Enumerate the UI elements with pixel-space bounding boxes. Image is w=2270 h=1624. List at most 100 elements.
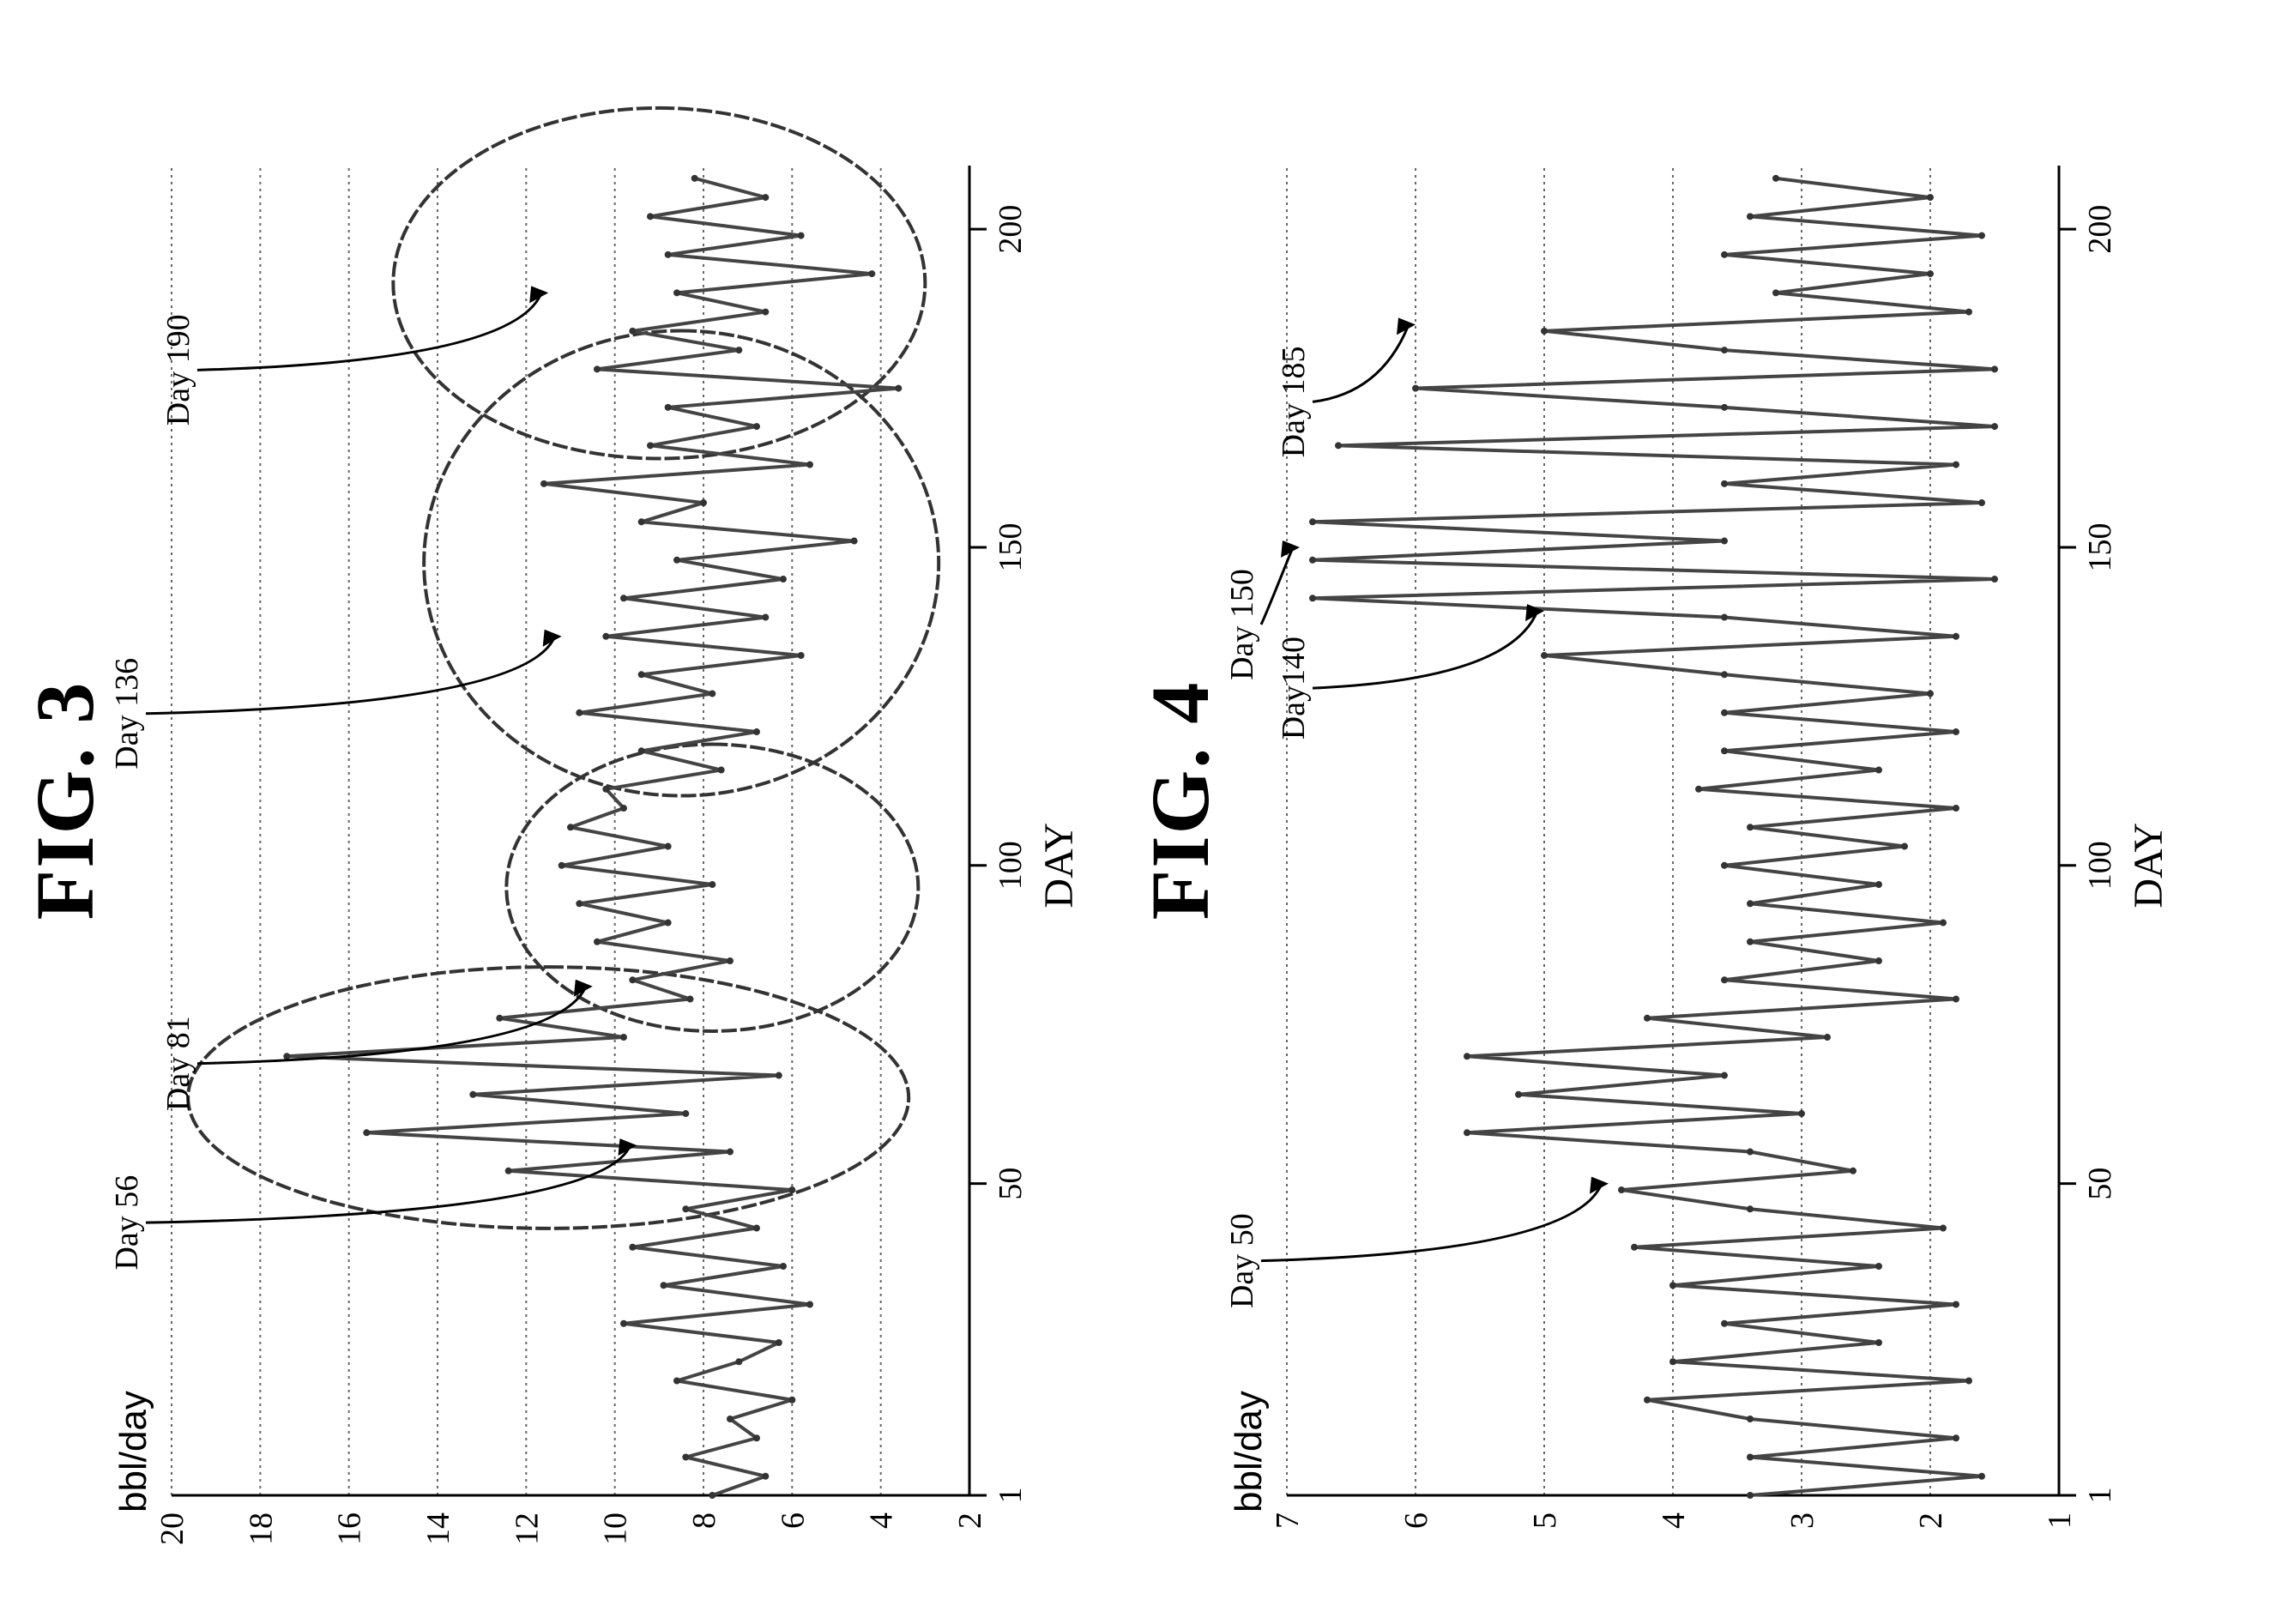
fig3-data-point bbox=[576, 709, 583, 716]
fig4-data-point bbox=[1644, 1014, 1651, 1022]
fig3-highlight-cloud bbox=[186, 965, 911, 1230]
fig4-data-point bbox=[1464, 1053, 1470, 1060]
fig4-data-point bbox=[1747, 938, 1754, 945]
fig3-data-point bbox=[780, 1263, 787, 1271]
fig3-y-tick-label: 14 bbox=[420, 1512, 456, 1545]
fig4-data-point bbox=[1618, 1186, 1625, 1194]
fig4-data-point bbox=[1850, 1167, 1856, 1174]
fig4-data-point bbox=[1721, 251, 1728, 258]
fig3-data-point bbox=[664, 842, 672, 850]
fig4-data-point bbox=[1927, 690, 1934, 697]
fig4-data-point bbox=[1927, 270, 1934, 278]
fig3-data-point bbox=[673, 289, 680, 297]
fig3-data-point bbox=[567, 824, 574, 831]
fig4-data-point bbox=[1991, 576, 1998, 583]
fig3-data-point bbox=[709, 1492, 716, 1499]
fig4-y-tick-label: 6 bbox=[1398, 1512, 1434, 1529]
fig4-arrow-head bbox=[1525, 604, 1544, 622]
fig3-highlight-cloud bbox=[422, 329, 941, 798]
fig3-data-point bbox=[735, 347, 743, 354]
fig3-data-point bbox=[762, 613, 770, 621]
fig3-data-point bbox=[753, 1434, 760, 1442]
fig4-data-point bbox=[1965, 1377, 1972, 1385]
fig3-highlight-cloud bbox=[391, 106, 927, 461]
fig4-data-point bbox=[1953, 805, 1959, 812]
fig3-data-point bbox=[780, 576, 787, 583]
fig4-x-tick-label: 100 bbox=[2082, 841, 2118, 890]
fig3-x-axis-title: DAY bbox=[1036, 823, 1082, 909]
fig4-data-point bbox=[1965, 308, 1972, 316]
fig3-y-tick-label: 2 bbox=[952, 1512, 988, 1529]
fig4-data-point bbox=[1335, 442, 1342, 450]
fig4-data-point bbox=[1747, 1492, 1754, 1499]
fig4-y-tick-label: 2 bbox=[1913, 1512, 1949, 1529]
fig3-y-tick-label: 4 bbox=[864, 1512, 900, 1529]
fig4-y-tick-label: 3 bbox=[1784, 1512, 1820, 1529]
fig3-data-point bbox=[797, 652, 805, 660]
fig3-x-tick-label: 200 bbox=[993, 205, 1029, 254]
fig3-data-point bbox=[762, 194, 770, 202]
fig3-data-point bbox=[629, 1243, 637, 1251]
fig3-data-point bbox=[620, 805, 627, 812]
fig3-data-point bbox=[283, 1053, 291, 1060]
fig3-data-point bbox=[700, 499, 707, 507]
fig4-data-point bbox=[1940, 1224, 1947, 1232]
fig3-data-point bbox=[788, 1186, 796, 1194]
fig4-data-point bbox=[1953, 461, 1959, 468]
fig4-data-point bbox=[1721, 537, 1728, 545]
fig3-data-point bbox=[753, 423, 760, 431]
fig4-annotation-label: Day 185 bbox=[1276, 347, 1312, 458]
fig4-data-point bbox=[1798, 1110, 1805, 1118]
fig3-data-point bbox=[629, 976, 637, 984]
fig3-data-point bbox=[762, 308, 770, 316]
fig3-data-point bbox=[717, 766, 725, 774]
fig3-y-tick-label: 16 bbox=[332, 1512, 368, 1545]
fig4-y-tick-label: 5 bbox=[1527, 1512, 1563, 1529]
fig4-data-point bbox=[1927, 194, 1934, 202]
fig4-annotation-label: Day 50 bbox=[1224, 1213, 1260, 1308]
fig3-data-point bbox=[594, 938, 601, 945]
fig4-annotation-label: Day 150 bbox=[1224, 569, 1260, 680]
fig3-data-point bbox=[637, 518, 645, 526]
fig3-data-point bbox=[709, 881, 716, 889]
fig3-data-point bbox=[775, 1339, 782, 1347]
fig4-data-point bbox=[1901, 842, 1908, 850]
fig4-data-point bbox=[1695, 785, 1702, 793]
fig4-data-point bbox=[1953, 1434, 1959, 1442]
fig3-data-point bbox=[602, 785, 610, 793]
fig4-data-point bbox=[1747, 824, 1754, 831]
fig3-data-point bbox=[540, 480, 547, 487]
fig4-data-point bbox=[1644, 1396, 1651, 1404]
fig3-data-point bbox=[363, 1129, 371, 1137]
fig3-data-point bbox=[727, 1416, 734, 1423]
fig4-data-point bbox=[1978, 1472, 1985, 1480]
fig3-data-point bbox=[682, 1110, 690, 1118]
fig4-data-point bbox=[1309, 595, 1316, 602]
fig3-y-tick-label: 12 bbox=[509, 1512, 545, 1545]
fig3-annotation-arrow bbox=[196, 986, 588, 1066]
fig4-data-point bbox=[1721, 613, 1728, 621]
fig3-y-tick-label: 20 bbox=[154, 1512, 190, 1545]
fig4-arrow-head bbox=[1281, 540, 1300, 558]
fig4-data-point bbox=[1309, 556, 1316, 564]
fig3-data-point bbox=[673, 1377, 680, 1385]
fig3-data-point bbox=[602, 632, 610, 640]
fig4-y-tick-label: 4 bbox=[1656, 1512, 1692, 1529]
fig3-data-point bbox=[504, 1167, 512, 1174]
fig4-data-point bbox=[1464, 1129, 1470, 1137]
fig3-data-point bbox=[647, 442, 654, 450]
fig3-data-point bbox=[806, 1301, 813, 1308]
fig3-data-point bbox=[673, 556, 680, 564]
fig4-data-point bbox=[1541, 652, 1548, 660]
fig3-data-point bbox=[753, 1224, 760, 1232]
fig4-data-point bbox=[1721, 1072, 1728, 1079]
fig4-x-axis-title: DAY bbox=[2126, 823, 2171, 909]
fig4-data-point bbox=[1940, 919, 1947, 927]
fig4-data-point bbox=[1721, 709, 1728, 716]
fig4-data-point bbox=[1875, 957, 1882, 965]
fig3-data-point bbox=[664, 251, 672, 258]
fig3-data-point bbox=[629, 327, 637, 335]
fig3-arrow-head bbox=[529, 286, 549, 304]
